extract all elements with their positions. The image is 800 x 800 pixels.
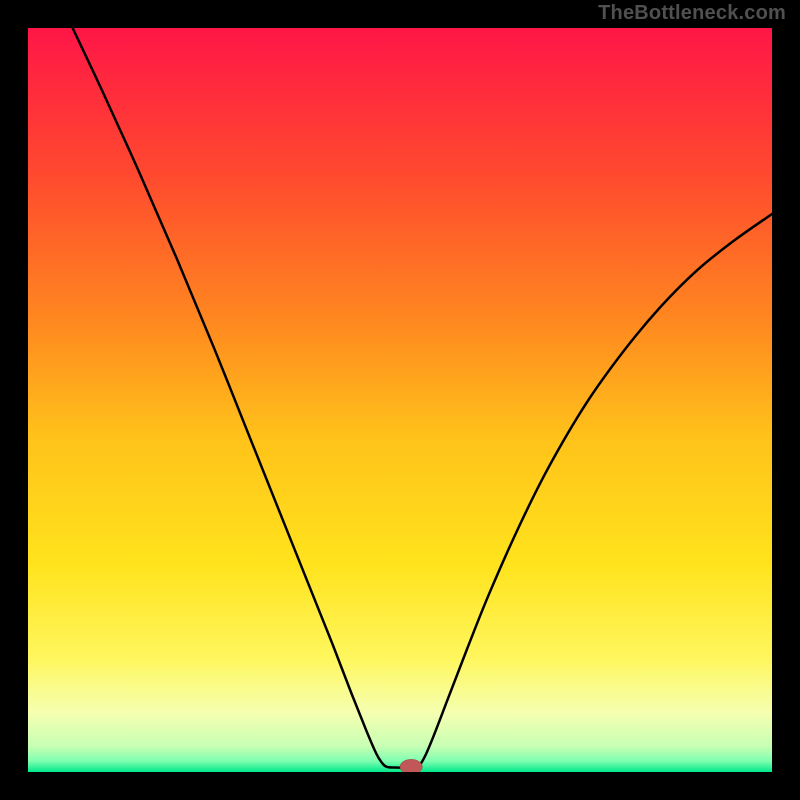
optimal-point-marker xyxy=(400,759,422,774)
chart-canvas: TheBottleneck.com xyxy=(0,0,800,800)
watermark-text: TheBottleneck.com xyxy=(598,2,786,25)
bottleneck-chart-svg xyxy=(0,0,800,800)
chart-plot-area xyxy=(28,28,772,772)
